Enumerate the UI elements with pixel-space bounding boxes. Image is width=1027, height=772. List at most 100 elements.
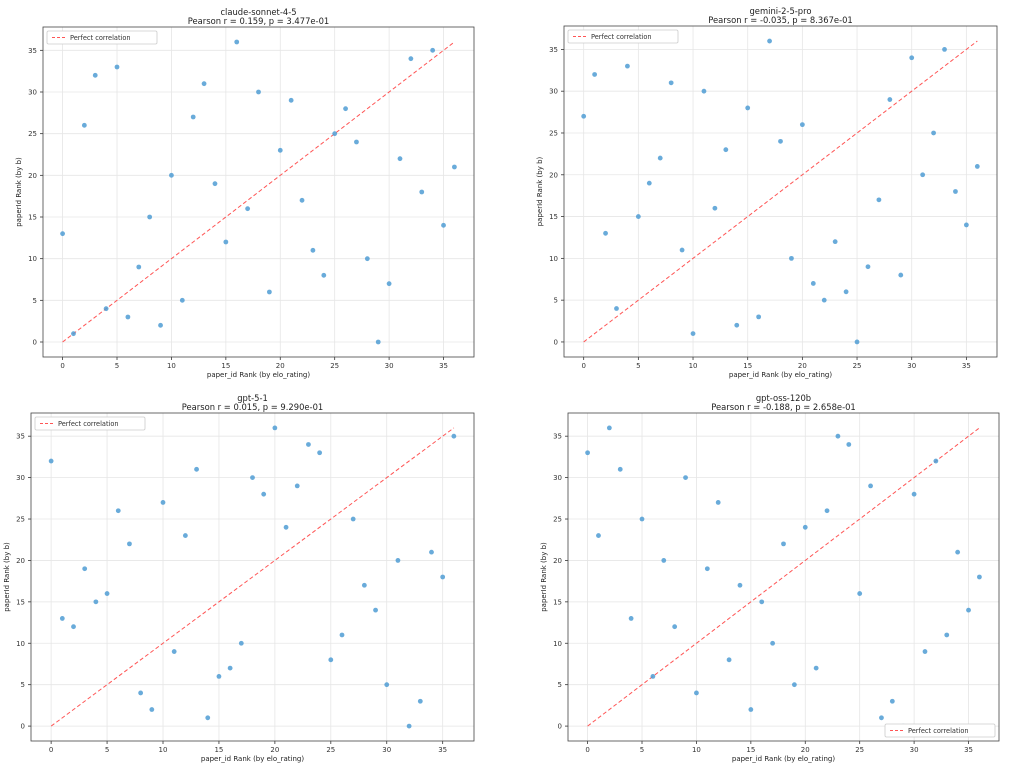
data-point <box>103 306 109 312</box>
data-point <box>581 113 587 119</box>
x-tick-label: 0 <box>585 746 589 754</box>
chart-panel-claude-sonnet-4-5: claude-sonnet-4-5 Pearson r = 0.159, p = … <box>0 0 513 386</box>
x-tick-label: 30 <box>385 362 394 370</box>
data-point <box>384 682 390 688</box>
data-point <box>283 524 289 530</box>
data-point <box>942 47 947 52</box>
x-tick-label: 25 <box>326 746 335 754</box>
y-tick-label: 0 <box>21 723 25 731</box>
y-axis-label: paperId Rank (by b) <box>15 157 23 227</box>
x-tick-label: 0 <box>49 746 53 754</box>
data-point <box>160 500 166 505</box>
data-point <box>879 715 884 721</box>
legend-box <box>567 29 679 44</box>
x-tick-label: 15 <box>746 746 755 754</box>
data-point <box>628 616 634 621</box>
data-point <box>824 508 830 514</box>
data-point <box>310 247 316 253</box>
data-point <box>791 682 797 688</box>
data-point <box>81 122 87 128</box>
data-point <box>71 624 76 630</box>
x-tick-label: 35 <box>964 746 973 754</box>
data-point <box>441 222 446 228</box>
data-point <box>679 247 685 253</box>
data-point <box>756 314 762 320</box>
x-tick-label: 20 <box>801 746 810 754</box>
y-tick-label: 30 <box>549 88 558 96</box>
data-point <box>770 640 776 646</box>
data-point <box>339 632 345 638</box>
legend-label: Perfect correlation <box>591 33 652 41</box>
chart-panel-gpt-oss-120b: gpt-oss-120b Pearson r = -0.188, p = 2.65… <box>513 386 1027 772</box>
chart-title: claude-sonnet-4-5 <box>220 7 296 17</box>
y-tick-label: 15 <box>16 598 25 606</box>
data-point <box>147 214 153 220</box>
data-point <box>887 97 893 102</box>
data-point <box>430 47 436 53</box>
data-point <box>639 516 645 522</box>
data-point <box>650 673 656 679</box>
data-point <box>375 339 381 345</box>
y-tick-label: 35 <box>549 46 558 54</box>
plot-frame <box>30 412 475 742</box>
data-point <box>767 38 772 44</box>
x-tick-label: 10 <box>167 362 176 370</box>
data-point <box>857 591 863 596</box>
y-tick-label: 10 <box>549 255 558 263</box>
y-tick-label: 30 <box>16 474 25 482</box>
data-point <box>723 147 729 153</box>
chart-title: gemini-2-5-pro <box>749 6 811 16</box>
data-point <box>364 256 370 262</box>
data-point <box>955 549 961 555</box>
x-tick-label: 15 <box>221 362 230 370</box>
legend-label: Perfect correlation <box>58 420 119 428</box>
data-point <box>417 698 423 704</box>
data-point <box>911 491 917 497</box>
legend-box <box>46 30 158 45</box>
data-point <box>138 690 144 696</box>
data-point <box>149 707 155 712</box>
data-point <box>354 139 359 145</box>
data-point <box>778 138 783 144</box>
y-axis-label: paperId Rank (by b) <box>540 542 548 612</box>
y-tick-label: 25 <box>549 129 558 137</box>
data-point <box>343 106 348 112</box>
y-tick-label: 20 <box>553 557 562 565</box>
x-axis-label: paper_id Rank (by elo_rating) <box>729 371 833 379</box>
y-tick-label: 35 <box>28 47 37 55</box>
data-point <box>672 624 678 630</box>
data-point <box>169 172 174 178</box>
data-point <box>781 541 786 547</box>
data-point <box>227 665 233 671</box>
data-point <box>712 205 718 211</box>
legend-box <box>34 416 146 431</box>
x-tick-label: 20 <box>276 362 285 370</box>
data-point <box>223 239 229 245</box>
y-tick-label: 30 <box>553 474 562 482</box>
x-tick-label: 30 <box>382 746 391 754</box>
data-point <box>592 72 598 77</box>
legend: Perfect correlation <box>884 723 996 738</box>
data-point <box>843 289 849 295</box>
x-tick-label: 5 <box>636 362 640 370</box>
data-point <box>93 599 99 605</box>
data-point <box>933 458 939 464</box>
y-tick-label: 10 <box>28 255 37 263</box>
y-tick-label: 25 <box>16 516 25 524</box>
x-axis-label: paper_id Rank (by elo_rating) <box>207 371 311 379</box>
data-point <box>299 197 305 203</box>
data-point <box>440 574 446 580</box>
data-point <box>238 640 244 646</box>
data-point <box>115 508 121 514</box>
legend: Perfect correlation <box>34 416 146 431</box>
data-point <box>715 500 721 505</box>
x-tick-label: 30 <box>907 362 916 370</box>
perfect-correlation-line <box>583 40 978 343</box>
data-point <box>306 442 311 447</box>
data-point <box>734 322 740 328</box>
data-point <box>846 442 852 447</box>
data-point <box>48 458 54 464</box>
